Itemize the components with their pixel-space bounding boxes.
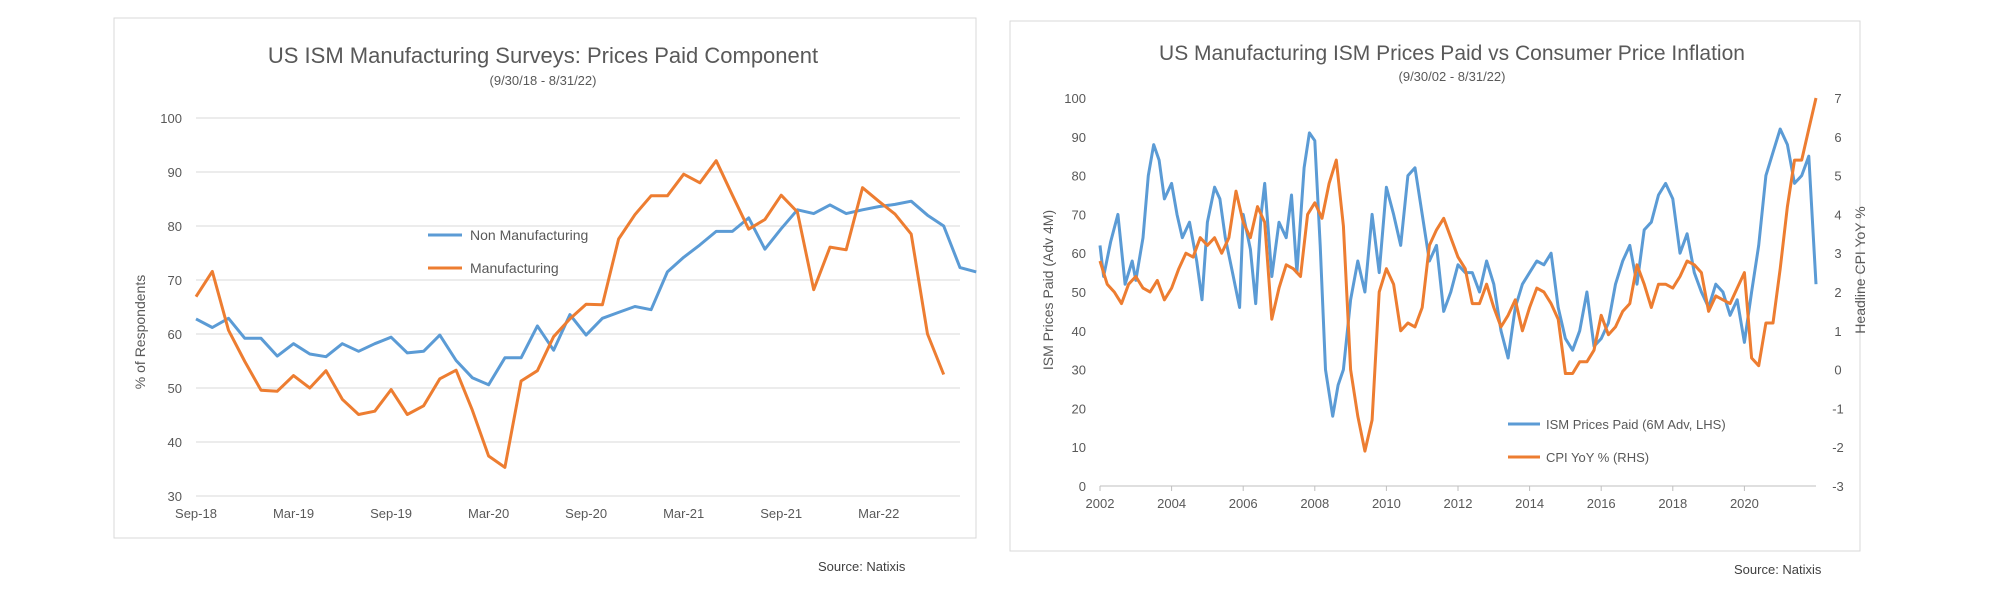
chart2-right-tick-label: 3 — [1834, 246, 1841, 261]
chart2-right-tick-label: 4 — [1834, 207, 1841, 222]
chart2-x-tick-label: 2008 — [1300, 496, 1329, 511]
chart1-y-tick-label: 90 — [168, 165, 182, 180]
chart1-series-line-non-manufacturing — [195, 199, 977, 387]
chart1-x-tick-label: Mar-19 — [273, 506, 314, 521]
chart2-legend: ISM Prices Paid (6M Adv, LHS) CPI YoY % (… — [1508, 417, 1726, 465]
chart2-x-tick-label: 2020 — [1730, 496, 1759, 511]
chart1-y-ticks: 100 90 80 70 60 50 40 30 — [160, 111, 182, 504]
chart2-x-tick-label: 2002 — [1086, 496, 1115, 511]
chart1-subtitle: (9/30/18 - 8/31/22) — [490, 73, 597, 88]
chart1-frame — [113, 17, 977, 539]
chart1-legend-label: Non Manufacturing — [470, 227, 588, 243]
chart1-y-tick-label: 60 — [168, 327, 182, 342]
chart1-x-tick-label: Sep-19 — [370, 506, 412, 521]
chart2-legend-label: CPI YoY % (RHS) — [1546, 450, 1649, 465]
chart2-left-tick-label: 20 — [1072, 401, 1086, 416]
chart2-x-tick-label: 2014 — [1515, 496, 1544, 511]
chart2-left-tick-label: 70 — [1072, 207, 1086, 222]
chart1-x-tick-label: Mar-22 — [858, 506, 899, 521]
chart1-title: US ISM Manufacturing Surveys: Prices Pai… — [268, 43, 818, 68]
chart2-right-tick-label: -2 — [1832, 440, 1844, 455]
chart1-y-tick-label: 40 — [168, 435, 182, 450]
chart1-y-tick-label: 80 — [168, 219, 182, 234]
chart1-x-ticks: Sep-18 Mar-19 Sep-19 Mar-20 Sep-20 Mar-21 Sep-… — [175, 506, 899, 521]
chart2-right-y-ticks: 7 6 5 4 3 2 1 0 -1 -2 -3 — [1832, 91, 1844, 494]
chart2-right-tick-label: 6 — [1834, 130, 1841, 145]
chart1-series-line-manufacturing — [194, 159, 946, 469]
chart2-right-tick-label: 5 — [1834, 169, 1841, 184]
chart2-x-tick-label: 2006 — [1229, 496, 1258, 511]
chart1-y-tick-label: 50 — [168, 381, 182, 396]
chart2-left-tick-label: 80 — [1072, 169, 1086, 184]
chart2-x-tick-label: 2004 — [1157, 496, 1186, 511]
chart2-right-tick-label: 7 — [1834, 91, 1841, 106]
chart1-series — [194, 159, 977, 469]
chart2-right-tick-label: -3 — [1832, 479, 1844, 494]
chart1-x-tick-label: Mar-21 — [663, 506, 704, 521]
chart2-left-tick-label: 40 — [1072, 324, 1086, 339]
chart1-y-tick-label: 30 — [168, 489, 182, 504]
chart1-legend: Non Manufacturing Manufacturing — [428, 227, 588, 276]
chart2-source: Source: Natixis — [1734, 562, 1822, 577]
chart1-x-tick-label: Mar-20 — [468, 506, 509, 521]
chart1-x-tick-label: Sep-21 — [760, 506, 802, 521]
chart2-x-tick-label: 2018 — [1658, 496, 1687, 511]
chart1-y-tick-label: 70 — [168, 273, 182, 288]
chart2-x-ticks: 2002 2004 2006 2008 2010 2012 2014 2016 2018 2020 — [1086, 486, 1759, 511]
chart2-left-tick-label: 90 — [1072, 130, 1086, 145]
chart2-right-tick-label: 2 — [1834, 285, 1841, 300]
chart2-left-tick-label: 100 — [1064, 91, 1086, 106]
chart2-x-tick-label: 2016 — [1587, 496, 1616, 511]
chart1-gridlines — [196, 117, 960, 497]
chart2-frame — [1009, 20, 1861, 552]
chart2-left-tick-label: 10 — [1072, 440, 1086, 455]
chart2-title: US Manufacturing ISM Prices Paid vs Cons… — [1159, 42, 1745, 65]
chart2-left-tick-label: 0 — [1079, 479, 1086, 494]
chart2-left-tick-label: 50 — [1072, 285, 1086, 300]
chart2-right-tick-label: 0 — [1834, 363, 1841, 378]
chart2-series-line-ism-prices-paid — [1098, 127, 1818, 418]
chart1-y-tick-label: 100 — [160, 111, 182, 126]
chart1-legend-label: Manufacturing — [470, 260, 559, 276]
chart1-y-axis-label: % of Respondents — [132, 275, 148, 389]
chart1-source: Source: Natixis — [818, 559, 906, 574]
chart1-x-tick-label: Sep-18 — [175, 506, 217, 521]
chart1-x-tick-label: Sep-20 — [565, 506, 607, 521]
chart2-right-tick-label: -1 — [1832, 401, 1844, 416]
chart2-x-tick-label: 2010 — [1372, 496, 1401, 511]
chart2-x-tick-label: 2012 — [1444, 496, 1473, 511]
chart2-right-axis-label: Headline CPI YoY % — [1852, 206, 1868, 333]
chart2-series-line-cpi-yoy — [1098, 97, 1818, 453]
chart2-right-tick-label: 1 — [1834, 324, 1841, 339]
chart2-series — [1098, 97, 1818, 453]
chart2-legend-label: ISM Prices Paid (6M Adv, LHS) — [1546, 417, 1726, 432]
chart2-left-axis-label: ISM Prices Paid (Adv 4M) — [1040, 210, 1056, 370]
chart2-left-tick-label: 60 — [1072, 246, 1086, 261]
chart2-subtitle: (9/30/02 - 8/31/22) — [1399, 69, 1506, 84]
chart2-left-tick-label: 30 — [1072, 363, 1086, 378]
